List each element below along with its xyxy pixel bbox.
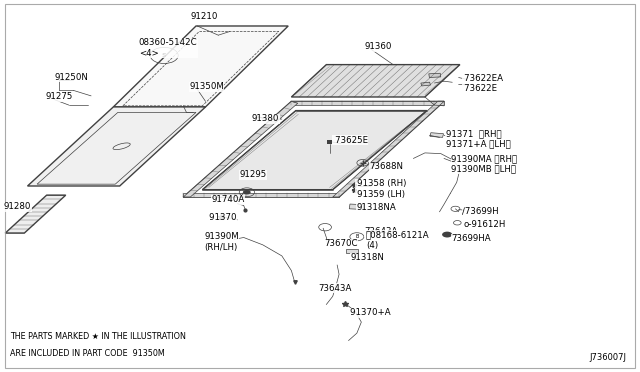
Text: 91295: 91295: [239, 170, 266, 179]
Text: 91360: 91360: [365, 42, 392, 51]
Polygon shape: [28, 107, 205, 186]
Text: 73643A: 73643A: [319, 284, 352, 293]
Polygon shape: [291, 102, 444, 105]
Text: 91380: 91380: [252, 114, 279, 123]
Text: o-91612H: o-91612H: [464, 221, 506, 230]
Text: J736007J: J736007J: [589, 353, 627, 362]
Text: 73699HA: 73699HA: [451, 234, 491, 243]
Text: 91371  〈RH〉
91371+A 〈LH〉: 91371 〈RH〉 91371+A 〈LH〉: [446, 129, 511, 149]
Text: 91250N: 91250N: [54, 73, 88, 82]
Text: 91370+A: 91370+A: [348, 308, 390, 317]
Text: 91390MA 〈RH〉
91390MB 〈LH〉: 91390MA 〈RH〉 91390MB 〈LH〉: [451, 154, 517, 174]
Text: 91370: 91370: [207, 213, 236, 222]
Text: 91740A: 91740A: [211, 195, 244, 204]
Text: 73688N: 73688N: [369, 162, 404, 171]
Text: ARE INCLUDED IN PART CODE  91350M: ARE INCLUDED IN PART CODE 91350M: [10, 349, 164, 358]
Bar: [349, 204, 364, 209]
Text: S: S: [162, 53, 166, 58]
Polygon shape: [202, 110, 427, 190]
Text: 91350M: 91350M: [189, 82, 224, 91]
Text: 91318N: 91318N: [351, 253, 385, 262]
Bar: [421, 82, 431, 86]
Polygon shape: [291, 65, 460, 97]
Bar: [429, 73, 441, 77]
Circle shape: [442, 232, 452, 237]
Text: 73625E: 73625E: [333, 135, 368, 144]
Text: 91358 (RH)
 91359 (LH): 91358 (RH) 91359 (LH): [355, 179, 406, 199]
Text: 91275: 91275: [45, 93, 73, 102]
Text: B: B: [355, 234, 358, 239]
Circle shape: [243, 190, 251, 195]
Text: 73622EA
 73622E: 73622EA 73622E: [463, 74, 504, 93]
Text: 91280: 91280: [4, 202, 31, 211]
Polygon shape: [5, 195, 66, 233]
Text: 91318NA: 91318NA: [356, 203, 396, 212]
Polygon shape: [183, 193, 339, 197]
Text: ∕73699H: ∕73699H: [463, 206, 499, 215]
Polygon shape: [113, 26, 288, 107]
Polygon shape: [333, 102, 444, 197]
Text: THE PARTS MARKED ★ IN THE ILLUSTRATION: THE PARTS MARKED ★ IN THE ILLUSTRATION: [10, 331, 186, 341]
Text: 08360-5142C
<4>: 08360-5142C <4>: [139, 38, 197, 58]
Text: 08168-6121A
(4): 08168-6121A (4): [366, 231, 429, 250]
Text: 73643A: 73643A: [365, 227, 398, 236]
Bar: [430, 133, 444, 137]
Bar: [346, 249, 358, 253]
Polygon shape: [183, 102, 298, 197]
Text: 91390M
(RH/LH): 91390M (RH/LH): [204, 232, 239, 251]
Polygon shape: [183, 102, 444, 197]
Text: 91210: 91210: [190, 12, 218, 21]
Bar: [327, 140, 332, 144]
Text: 73670C: 73670C: [324, 239, 358, 248]
